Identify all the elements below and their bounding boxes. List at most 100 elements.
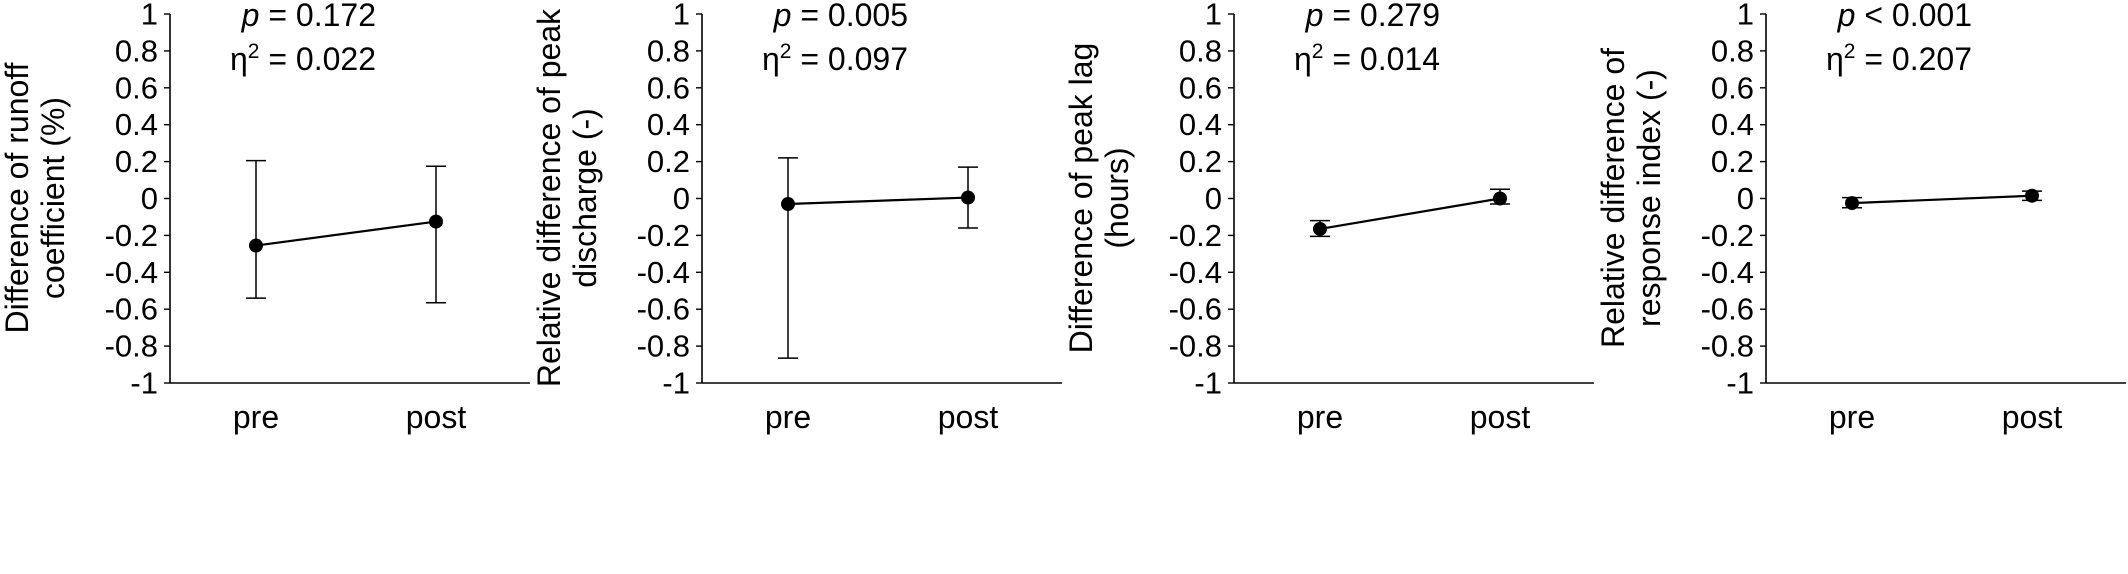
series-line (1319, 197, 1501, 231)
y-tick-label: 1 (1205, 0, 1222, 32)
y-axis-title-line: Relative difference of peak (531, 8, 567, 387)
y-tick-label: -1 (130, 366, 158, 401)
data-point-post (429, 214, 443, 229)
y-tick-label: -0.6 (637, 292, 690, 327)
y-axis-title: Relative difference of peakdischarge (-) (531, 8, 603, 387)
y-tick-label: -1 (662, 366, 690, 401)
chart-panel-4: 10.80.60.40.20-0.2-0.4-0.6-0.8-1 pre post R… (1595, 0, 2126, 435)
eta-symbol: η (1294, 41, 1312, 77)
p-symbol: p (773, 0, 792, 33)
y-tick-label: -0.6 (1169, 292, 1222, 327)
y-axis-title-line: Relative difference of (1595, 48, 1631, 348)
x-tick-label-pre: pre (1297, 399, 1343, 435)
y-tick-label: 0.6 (1711, 70, 1754, 105)
y-tick-label: 0.4 (1179, 107, 1222, 142)
eta-symbol: η (1826, 41, 1844, 77)
y-tick-label: 1 (141, 0, 158, 32)
y-tick-label: 0.6 (647, 70, 690, 105)
data-point-pre (249, 238, 263, 253)
p-value-label: p < 0.001 (1837, 0, 1972, 33)
x-tick-label-post: post (2002, 399, 2063, 435)
y-tick-label: 1 (673, 0, 690, 32)
eta-symbol: η (230, 41, 248, 77)
y-tick-label: 0.2 (647, 144, 690, 179)
x-tick-label-pre: pre (233, 399, 279, 435)
eta-squared-value: = 0.207 (1855, 41, 1972, 77)
x-tick-label-post: post (938, 399, 999, 435)
y-axis-title: Difference of runoffcoefficient (%) (0, 62, 71, 333)
y-axis-title-line: Difference of runoff (0, 62, 35, 333)
y-tick-label: 0 (141, 181, 158, 216)
y-tick-label: 0.4 (1711, 107, 1754, 142)
eta-squared-label: η2 = 0.097 (762, 40, 908, 77)
y-axis-title-line: (hours) (1099, 147, 1135, 248)
chart-panel-2: 10.80.60.40.20-0.2-0.4-0.6-0.8-1 pre post R… (531, 0, 1062, 435)
chart-panel-3: 10.80.60.40.20-0.2-0.4-0.6-0.8-1 pre post D… (1063, 0, 1594, 435)
data-point-post (2025, 188, 2039, 203)
y-axis-title-line: Difference of peak lag (1063, 43, 1099, 354)
y-tick-label: 0.2 (1179, 144, 1222, 179)
y-tick-label: 0.4 (647, 107, 690, 142)
y-tick-label: 0.2 (115, 144, 158, 179)
y-tick-label: -0.8 (1701, 329, 1754, 364)
data-point-pre (1313, 221, 1327, 236)
chart-panel-1: 10.80.60.40.20-0.2-0.4-0.6-0.8-1 pre post D… (0, 0, 530, 435)
y-tick-label: 0 (1205, 181, 1222, 216)
series-line (787, 196, 969, 206)
eta-squared-label: η2 = 0.022 (230, 40, 376, 77)
data-point-post (1493, 191, 1507, 206)
y-tick-label: 0 (1737, 181, 1754, 216)
y-tick-label: 0.8 (1711, 33, 1754, 68)
data-point-pre (1845, 196, 1859, 211)
x-tick-label-post: post (1470, 399, 1531, 435)
y-tick-label: -0.6 (1701, 292, 1754, 327)
p-value: < 0.001 (1855, 0, 1972, 33)
y-tick-label: 0.8 (115, 33, 158, 68)
y-tick-label: 0.8 (647, 33, 690, 68)
y-tick-label: 0.6 (115, 70, 158, 105)
y-tick-label: -0.4 (637, 255, 690, 290)
p-symbol: p (1837, 0, 1856, 33)
y-axis-title-line: coefficient (%) (35, 97, 71, 299)
y-axis-title-line: discharge (-) (567, 108, 603, 288)
y-tick-label: 0 (673, 181, 690, 216)
p-value: = 0.005 (791, 0, 908, 33)
y-tick-label: 0.4 (115, 107, 158, 142)
y-axis-title: Relative difference ofresponse index (-) (1595, 48, 1667, 348)
y-tick-label: -0.4 (1701, 255, 1754, 290)
y-tick-label: -0.2 (105, 218, 158, 253)
eta-squared-label: η2 = 0.207 (1826, 40, 1972, 77)
y-tick-label: -0.2 (637, 218, 690, 253)
x-tick-label-pre: pre (765, 399, 811, 435)
p-symbol: p (1305, 0, 1324, 33)
eta-superscript: 2 (248, 40, 260, 63)
series-line (1851, 194, 2033, 205)
data-point-pre (781, 197, 795, 212)
x-tick-label-post: post (406, 399, 467, 435)
eta-symbol: η (762, 41, 780, 77)
y-tick-label: 0.6 (1179, 70, 1222, 105)
data-point-post (961, 190, 975, 205)
eta-squared-value: = 0.014 (1323, 41, 1440, 77)
y-axis-title: Difference of peak lag(hours) (1063, 43, 1135, 354)
y-tick-label: -0.4 (105, 255, 158, 290)
p-value-label: p = 0.172 (241, 0, 376, 33)
y-tick-label: -1 (1726, 366, 1754, 401)
y-tick-label: -0.4 (1169, 255, 1222, 290)
y-tick-label: 0.8 (1179, 33, 1222, 68)
y-tick-label: -0.8 (637, 329, 690, 364)
y-tick-label: -0.8 (1169, 329, 1222, 364)
y-tick-label: -0.6 (105, 292, 158, 327)
eta-squared-label: η2 = 0.014 (1294, 40, 1440, 77)
p-value-label: p = 0.279 (1305, 0, 1440, 33)
eta-superscript: 2 (780, 40, 792, 63)
series-line (255, 220, 437, 247)
y-tick-label: -0.8 (105, 329, 158, 364)
p-value-label: p = 0.005 (773, 0, 908, 33)
y-axis-title-line: response index (-) (1631, 69, 1667, 327)
y-tick-label: 0.2 (1711, 144, 1754, 179)
eta-superscript: 2 (1312, 40, 1324, 63)
y-tick-label: -0.2 (1169, 218, 1222, 253)
y-tick-label: 1 (1737, 0, 1754, 32)
